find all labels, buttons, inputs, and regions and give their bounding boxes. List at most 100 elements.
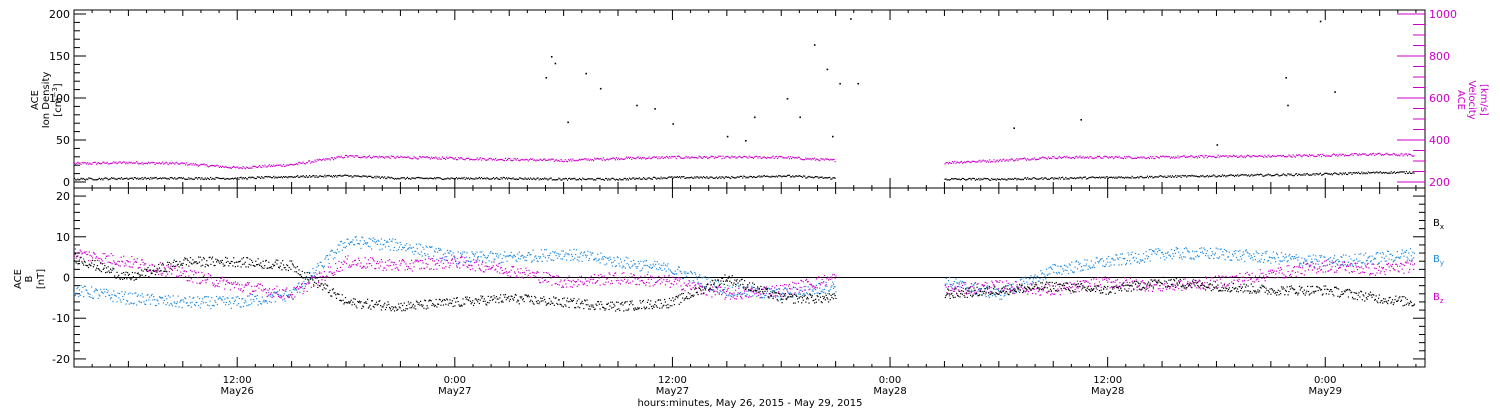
density-point: [104, 177, 106, 179]
density-point: [175, 178, 177, 180]
bz-point: [543, 272, 545, 274]
bz-point: [477, 258, 479, 260]
by-point: [251, 294, 254, 296]
velocity-point: [1104, 155, 1106, 157]
by-point: [682, 278, 684, 280]
velocity-point: [607, 158, 609, 160]
density-point: [173, 178, 175, 180]
bz-point: [95, 257, 97, 259]
by-point: [677, 268, 679, 271]
by-point: [118, 297, 120, 299]
by-point: [457, 251, 459, 253]
velocity-point: [492, 158, 495, 160]
by-point: [311, 275, 313, 277]
x-tick-date-label: May27: [438, 386, 471, 397]
density-point: [1053, 178, 1055, 180]
by-point: [310, 277, 312, 279]
bz-point: [377, 263, 379, 265]
density-point: [1343, 173, 1345, 175]
density-point: [752, 176, 755, 178]
bz-point: [323, 271, 325, 273]
density-point: [708, 177, 710, 180]
density-point: [762, 175, 764, 177]
bz-point: [273, 296, 275, 298]
by-point: [694, 272, 696, 274]
density-point: [1022, 179, 1024, 181]
velocity-point: [462, 158, 464, 160]
bz-point: [162, 272, 164, 274]
density-point: [411, 177, 413, 179]
velocity-point: [1019, 158, 1021, 160]
velocity-point: [1076, 155, 1078, 157]
density-point: [487, 177, 489, 180]
density-point: [1144, 176, 1146, 179]
density-point: [374, 175, 376, 177]
bz-point: [654, 284, 656, 286]
bz-point: [434, 264, 436, 266]
density-point: [425, 177, 427, 180]
by-point: [1306, 260, 1308, 262]
density-point: [410, 178, 412, 180]
velocity-point: [1279, 154, 1281, 157]
by-point: [1097, 260, 1099, 263]
velocity-point: [290, 163, 292, 166]
by-point: [449, 250, 451, 252]
velocity-point: [422, 156, 424, 158]
bz-point: [483, 271, 485, 273]
density-point: [742, 177, 744, 179]
density-point: [659, 178, 661, 180]
density-point: [813, 176, 816, 178]
bz-point: [456, 266, 458, 268]
velocity-point: [606, 158, 608, 160]
by-point: [988, 295, 990, 297]
density-point: [268, 176, 270, 178]
by-point: [584, 251, 586, 253]
by-point: [832, 281, 834, 283]
velocity-point: [509, 158, 511, 160]
by-point: [1119, 257, 1121, 259]
density-point: [78, 179, 80, 181]
velocity-point: [672, 156, 674, 158]
bz-point: [167, 266, 169, 268]
by-point: [1105, 263, 1107, 265]
velocity-point: [1317, 154, 1319, 156]
by-point: [402, 246, 404, 248]
by-point: [954, 287, 956, 289]
velocity-point: [995, 160, 997, 162]
velocity-point: [326, 158, 328, 160]
velocity-point: [424, 156, 426, 158]
bz-point: [296, 286, 298, 289]
density-point: [420, 177, 422, 179]
by-point: [1354, 253, 1356, 255]
bz-point: [367, 259, 369, 261]
velocity-point: [514, 158, 516, 160]
density-point: [621, 179, 623, 181]
velocity-point: [224, 166, 226, 168]
by-point: [781, 293, 783, 295]
density-point: [302, 175, 304, 177]
by-point: [713, 284, 715, 286]
velocity-point: [139, 162, 141, 165]
density-point: [424, 177, 426, 179]
density-point: [1236, 175, 1238, 177]
density-point: [340, 175, 342, 177]
by-point: [695, 276, 697, 278]
bz-point: [158, 273, 160, 276]
by-point: [518, 251, 520, 253]
density-point: [559, 178, 561, 180]
velocity-point: [1363, 153, 1365, 156]
bz-point: [523, 271, 525, 273]
bz-point: [470, 264, 472, 266]
by-point: [1337, 259, 1339, 261]
velocity-point: [1075, 156, 1077, 158]
by-point: [1276, 254, 1278, 256]
by-point: [247, 295, 249, 297]
velocity-point: [628, 157, 631, 159]
bz-point: [86, 254, 88, 256]
velocity-point: [676, 155, 678, 157]
velocity-point: [1116, 156, 1118, 158]
velocity-point: [160, 163, 162, 165]
by-point: [1137, 261, 1139, 263]
density-point: [709, 176, 711, 178]
density-point: [331, 176, 334, 178]
